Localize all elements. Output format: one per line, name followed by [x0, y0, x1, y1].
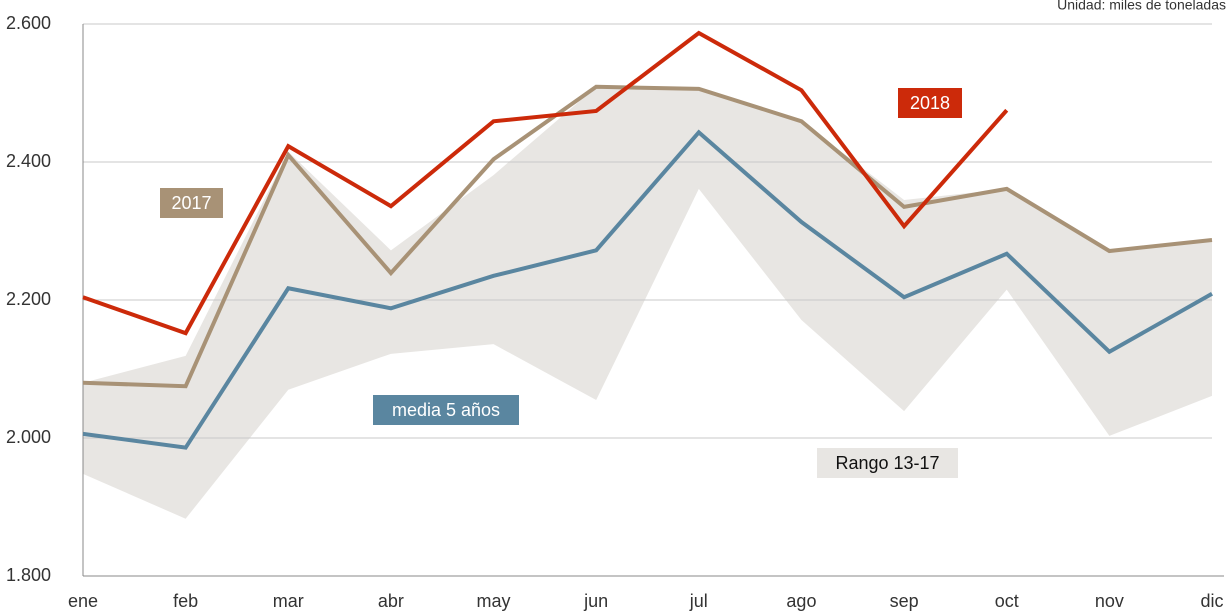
x-tick-label: jul	[689, 591, 708, 611]
x-tick-label: jun	[583, 591, 608, 611]
label-box	[373, 395, 519, 425]
x-tick-label: oct	[995, 591, 1019, 611]
label-text: 2018	[910, 93, 950, 113]
unit-note: Unidad: miles de toneladas	[1057, 0, 1226, 13]
x-tick-label: feb	[173, 591, 198, 611]
label-text: Rango 13-17	[835, 453, 939, 473]
x-tick-label: may	[477, 591, 511, 611]
series-line	[82, 129, 1213, 450]
label-box	[898, 88, 962, 118]
x-tick-label: mar	[273, 591, 304, 611]
x-tick-label: dic	[1200, 591, 1223, 611]
x-tick-label: ago	[786, 591, 816, 611]
label-text: 2017	[171, 193, 211, 213]
x-tick-label: ene	[68, 591, 98, 611]
label-box	[817, 448, 958, 478]
range-band	[83, 86, 1212, 519]
x-tick-label: sep	[890, 591, 919, 611]
y-tick-label: 2.600	[6, 13, 51, 33]
y-tick-label: 2.400	[6, 151, 51, 171]
series-line	[82, 30, 1009, 336]
label-text: media 5 años	[392, 400, 500, 420]
y-tick-label: 1.800	[6, 565, 51, 585]
series-line	[82, 84, 1213, 389]
x-tick-label: abr	[378, 591, 404, 611]
y-tick-label: 2.000	[6, 427, 51, 447]
y-tick-label: 2.200	[6, 289, 51, 309]
x-tick-label: nov	[1095, 591, 1124, 611]
label-box	[160, 188, 223, 218]
